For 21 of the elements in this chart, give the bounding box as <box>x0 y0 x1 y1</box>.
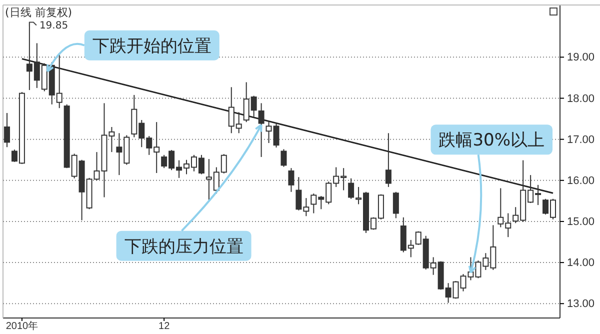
y-tick-label: 18.00 <box>567 92 595 105</box>
x-tick-label: 12 <box>158 321 170 332</box>
candlestick <box>258 102 264 158</box>
candlestick <box>392 191 399 219</box>
x-tick-label: 2010年 <box>6 320 38 332</box>
y-tick-label: 16.00 <box>567 174 595 187</box>
candlestick <box>348 178 354 200</box>
chart-title: (日线 前复权) <box>5 6 72 19</box>
y-tick-label: 13.00 <box>567 298 595 310</box>
y-tick-label: 14.00 <box>567 257 595 270</box>
annotation: 下跌的压力位置 <box>124 236 244 257</box>
y-tick-label: 17.00 <box>567 134 595 146</box>
y-tick-label: 19.00 <box>567 52 595 64</box>
annotation: 19.85 <box>39 20 68 32</box>
candlestick <box>4 112 10 148</box>
annotation: 下跌开始的位置 <box>92 36 212 56</box>
candlestick <box>288 168 294 192</box>
annotation: 跌幅30%以上 <box>438 130 545 151</box>
candlestick <box>385 132 392 188</box>
y-tick-label: 15.00 <box>567 216 595 228</box>
candlestick <box>280 148 287 168</box>
